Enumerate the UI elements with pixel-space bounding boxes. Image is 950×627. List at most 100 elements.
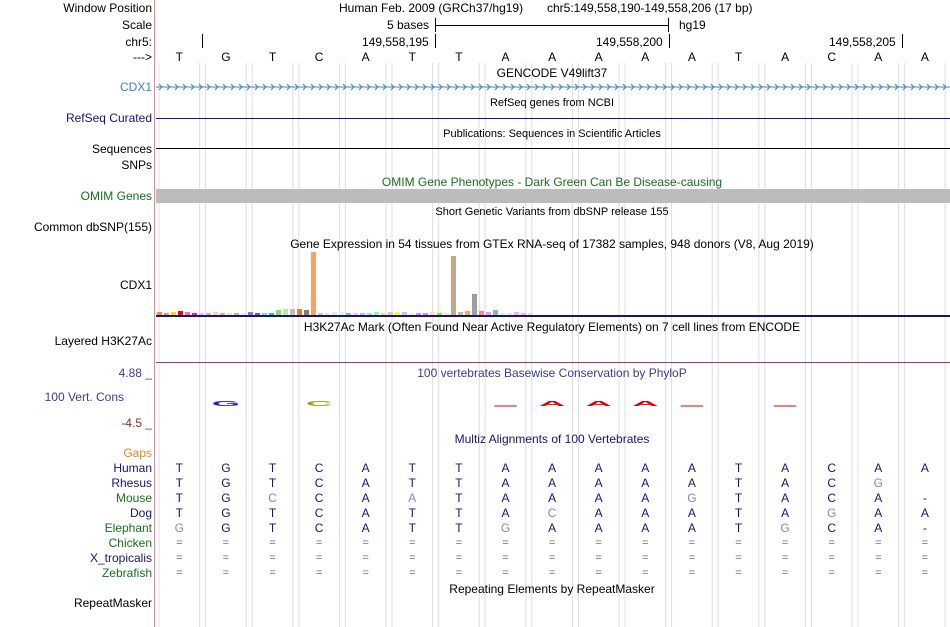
base-letter: A [874, 50, 883, 64]
gtex-tissue-bar[interactable] [507, 313, 512, 315]
gtex-tissue-bar[interactable] [493, 310, 498, 315]
gtex-tissue-bar[interactable] [220, 313, 225, 315]
omim-title: OMIM Gene Phenotypes - Dark Green Can Be… [381, 175, 723, 189]
gtex-tissue-bar[interactable] [451, 256, 456, 315]
gtex-tissue-bar[interactable] [325, 313, 330, 315]
alignment-base: C [827, 491, 837, 505]
gtex-tissue-bar[interactable] [199, 313, 204, 315]
gtex-tissue-bar[interactable] [248, 312, 253, 315]
gtex-tissue-bar[interactable] [458, 312, 463, 315]
gtex-tissue-bar[interactable] [157, 312, 162, 315]
gtex-tissue-bar[interactable] [465, 311, 470, 315]
gtex-tissue-bar[interactable] [262, 313, 267, 315]
gtex-tissue-bar[interactable] [227, 313, 232, 315]
gtex-tissue-bar[interactable] [213, 312, 218, 315]
cons-track-label[interactable]: 100 Vert. Cons [44, 390, 124, 404]
omim-track-bar[interactable] [156, 189, 950, 203]
gtex-tissue-bar[interactable] [430, 312, 435, 315]
gtex-tissue-bar[interactable] [283, 309, 288, 315]
alignment-base: = [688, 567, 696, 579]
gtex-tissue-bar[interactable] [374, 312, 379, 315]
alignment-base: C [314, 476, 324, 490]
gtex-tissue-bar[interactable] [402, 312, 407, 315]
gaps-label[interactable]: Gaps [123, 446, 152, 460]
snps-label[interactable]: SNPs [121, 158, 152, 172]
gtex-tissue-bar[interactable] [206, 313, 211, 315]
gtex-tissue-bar[interactable] [269, 313, 274, 315]
gtex-tissue-bar[interactable] [437, 313, 442, 315]
base-letter: A [687, 50, 696, 64]
gtex-tissue-bar[interactable] [346, 313, 351, 315]
gtex-tissue-bar[interactable] [171, 312, 176, 315]
gtex-tissue-bar[interactable] [311, 252, 316, 315]
alignment-base: = [828, 552, 835, 564]
gtex-tissue-bar[interactable] [304, 310, 309, 315]
gtex-tissue-bar[interactable] [353, 313, 358, 315]
gtex-tissue-bar[interactable] [381, 313, 386, 315]
cdx1-gene-track[interactable] [156, 81, 950, 93]
h3k27ac-label[interactable]: Layered H3K27Ac [54, 334, 152, 348]
gtex-tissue-bar[interactable] [178, 311, 183, 315]
alignment-base: = [642, 552, 649, 564]
gtex-tissue-bar[interactable] [290, 309, 295, 315]
gtex-tissue-bar[interactable] [185, 312, 190, 315]
gtex-tissue-bar[interactable] [444, 313, 449, 315]
gtex-tissue-bar[interactable] [241, 313, 246, 315]
gtex-tissue-bar[interactable] [423, 313, 428, 315]
alignment-base: = [315, 537, 323, 549]
alignment-base: A [361, 476, 370, 490]
refseq-title: RefSeq genes from NCBI [489, 97, 615, 109]
sequences-label[interactable]: Sequences [91, 142, 152, 156]
repeatmasker-label[interactable]: RepeatMasker [73, 596, 152, 610]
cdx1-gene-label[interactable]: CDX1 [119, 80, 152, 94]
gtex-tissue-bar[interactable] [276, 310, 281, 315]
gtex-tissue-bar[interactable] [339, 312, 344, 315]
gtex-tissue-bar[interactable] [388, 312, 393, 315]
refseq-track-line[interactable] [156, 118, 950, 119]
h3k27ac-track-line[interactable] [156, 362, 950, 363]
alignment-base: = [315, 552, 323, 564]
alignment-base: C [827, 476, 837, 490]
species-label: Rhesus [111, 476, 152, 490]
gtex-tissue-bar[interactable] [164, 313, 169, 315]
gtex-tissue-bar[interactable] [192, 313, 197, 315]
gtex-cdx1-label[interactable]: CDX1 [119, 278, 152, 292]
alignment-base: = [828, 537, 835, 549]
common-dbsnp-label[interactable]: Common dbSNP(155) [33, 220, 152, 234]
gtex-tissue-bar[interactable] [360, 313, 365, 315]
alignment-base: C [314, 521, 324, 535]
gtex-tissue-bar[interactable] [234, 313, 239, 315]
alignment-base: A [548, 491, 557, 505]
gtex-tissue-bar[interactable] [255, 313, 260, 315]
gtex-tissue-bar[interactable] [514, 312, 519, 315]
gtex-tissue-bar[interactable] [332, 312, 337, 315]
gtex-tissue-bar[interactable] [528, 313, 533, 315]
gtex-tissue-bar[interactable] [479, 311, 484, 315]
gtex-tissue-bar[interactable] [409, 313, 414, 315]
refseq-label[interactable]: RefSeq Curated [65, 111, 152, 125]
omim-label[interactable]: OMIM Genes [80, 189, 152, 203]
gtex-tissue-bar[interactable] [521, 313, 526, 315]
gtex-tissue-bar[interactable] [318, 313, 323, 315]
gtex-expression-chart[interactable] [156, 252, 556, 315]
alignment-base: = [362, 552, 369, 564]
alignment-base: C [827, 521, 837, 535]
gtex-tissue-bar[interactable] [416, 313, 421, 315]
gtex-tissue-bar[interactable] [297, 309, 302, 315]
alignment-base: = [176, 537, 183, 549]
tick-mark [902, 34, 903, 48]
gtex-tissue-bar[interactable] [395, 312, 400, 315]
alignment-base: A [408, 491, 417, 505]
alignment-base: = [781, 552, 789, 564]
gtex-tissue-bar[interactable] [472, 294, 477, 315]
gtex-tissue-bar[interactable] [486, 312, 491, 315]
alignment-base: A [687, 476, 696, 490]
scale-text: 5 bases [387, 18, 430, 32]
gtex-tissue-bar[interactable] [367, 313, 372, 315]
alignment-base: = [548, 567, 556, 579]
publications-track-line[interactable] [156, 148, 950, 149]
alignment-base: = [921, 537, 929, 549]
alignment-base: = [595, 552, 602, 564]
gtex-tissue-bar[interactable] [500, 313, 505, 315]
